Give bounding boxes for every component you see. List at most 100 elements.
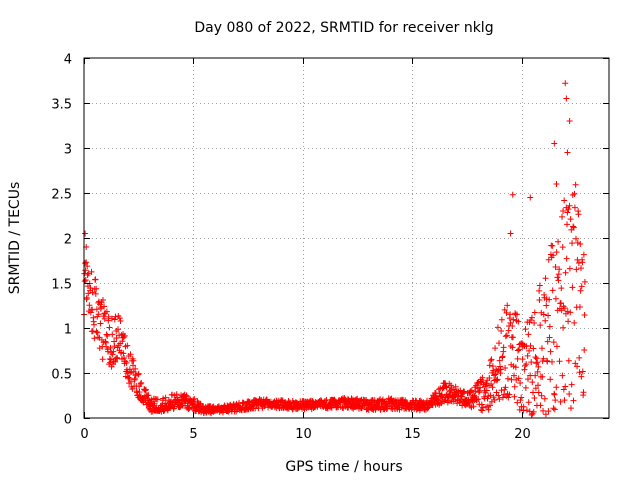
data-point — [535, 382, 542, 389]
data-point — [546, 334, 553, 341]
data-point — [144, 401, 151, 408]
data-point — [82, 260, 89, 267]
data-point — [542, 275, 549, 282]
data-point — [348, 395, 355, 402]
data-point — [546, 296, 553, 303]
grid-layer — [84, 58, 609, 418]
data-point — [492, 371, 499, 378]
data-point — [120, 350, 127, 357]
data-point — [546, 323, 553, 330]
data-point — [561, 305, 568, 312]
data-point — [570, 397, 577, 404]
data-point — [85, 270, 92, 277]
data-point — [578, 373, 585, 380]
data-point — [507, 311, 514, 318]
data-point — [517, 379, 524, 386]
data-point — [111, 316, 118, 323]
data-point — [539, 373, 546, 380]
data-point — [566, 265, 573, 272]
data-point — [572, 235, 579, 242]
data-point — [109, 331, 116, 338]
data-point — [580, 251, 587, 258]
data-point — [127, 378, 134, 385]
data-point — [565, 318, 572, 325]
data-point — [116, 315, 123, 322]
data-point — [443, 384, 450, 391]
data-point — [524, 352, 531, 359]
data-point — [536, 287, 543, 294]
data-point — [492, 345, 499, 352]
data-point — [494, 368, 501, 375]
data-point — [487, 392, 494, 399]
data-point — [516, 406, 523, 413]
data-point — [515, 375, 522, 382]
data-point — [567, 216, 574, 223]
data-point — [511, 393, 518, 400]
data-point — [482, 381, 489, 388]
ticks-layer: 0 0.5 1 1.5 2 2.5 3 3.5 4 0 5 10 15 20 — [51, 53, 609, 442]
data-point — [551, 406, 558, 413]
data-point — [428, 400, 435, 407]
data-point — [537, 322, 544, 329]
data-point — [475, 389, 482, 396]
data-point — [570, 224, 577, 231]
data-point — [547, 376, 554, 383]
data-point — [553, 384, 560, 391]
data-point — [579, 259, 586, 266]
data-point — [92, 276, 99, 283]
data-point — [191, 395, 198, 402]
data-point — [493, 377, 500, 384]
data-point — [487, 357, 494, 364]
data-point — [145, 392, 152, 399]
data-point — [564, 209, 571, 216]
data-point — [494, 324, 501, 331]
data-point — [502, 384, 509, 391]
data-point — [555, 238, 562, 245]
y-tick-label: 1 — [64, 323, 72, 338]
x-tick-label: 15 — [404, 427, 421, 442]
data-point — [535, 363, 542, 370]
data-point — [514, 399, 521, 406]
data-point — [565, 206, 572, 213]
data-point — [552, 295, 559, 302]
data-point — [185, 406, 192, 413]
data-points-layer — [81, 80, 588, 419]
data-point — [496, 396, 503, 403]
data-point — [553, 181, 560, 187]
x-axis-title: GPS time / hours — [285, 459, 402, 475]
data-point — [101, 303, 108, 310]
data-point — [89, 328, 96, 335]
data-point — [532, 385, 539, 392]
data-point — [503, 332, 510, 339]
data-point — [551, 391, 558, 398]
data-point — [552, 264, 559, 271]
data-point — [515, 318, 522, 325]
data-point — [530, 345, 537, 352]
data-point — [553, 249, 560, 256]
data-point — [162, 394, 169, 401]
data-point — [552, 397, 559, 404]
data-point — [87, 285, 94, 292]
data-point — [91, 321, 98, 328]
data-point — [108, 315, 115, 322]
data-point — [82, 267, 89, 274]
data-point — [526, 347, 533, 354]
data-point — [558, 285, 565, 292]
data-point — [435, 386, 442, 393]
data-point — [541, 395, 548, 402]
data-point — [521, 366, 528, 373]
data-point — [575, 211, 582, 218]
data-point — [472, 388, 479, 395]
data-point — [513, 376, 520, 383]
data-point — [103, 308, 110, 315]
data-point — [542, 411, 549, 418]
data-point — [485, 406, 492, 413]
data-point — [530, 408, 537, 415]
data-point — [98, 304, 105, 311]
data-point — [545, 312, 552, 319]
data-point — [489, 384, 496, 391]
data-point — [560, 324, 567, 331]
data-point — [550, 252, 557, 259]
data-point — [525, 331, 532, 338]
data-point — [527, 372, 534, 379]
